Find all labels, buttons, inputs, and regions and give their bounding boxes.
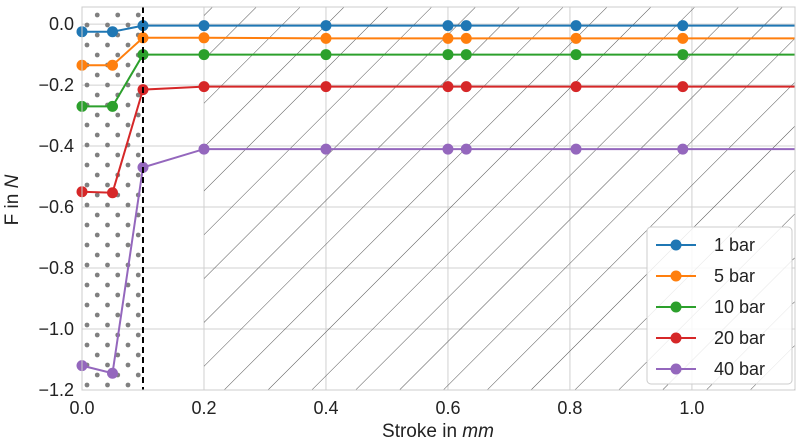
data-point [677, 143, 689, 155]
data-point [570, 49, 582, 61]
y-tick-label: −0.8 [38, 258, 74, 278]
legend-label: 20 bar [714, 328, 765, 348]
series-line-40-bar [81, 148, 795, 375]
data-point [570, 32, 582, 44]
legend-marker [670, 332, 682, 344]
data-point [198, 32, 210, 44]
data-point [570, 143, 582, 155]
legend-marker [670, 363, 682, 375]
legend-label: 10 bar [714, 297, 765, 317]
data-point [442, 20, 454, 32]
x-tick-label: 0.8 [557, 398, 582, 418]
y-tick-label: 0.0 [49, 14, 74, 34]
data-point [198, 49, 210, 61]
data-point [106, 26, 118, 38]
legend-box [646, 226, 793, 385]
data-point [460, 49, 472, 61]
legend-label: 40 bar [714, 359, 765, 379]
data-point [198, 20, 210, 32]
data-point [460, 81, 472, 93]
data-point [137, 49, 149, 61]
x-tick-label: 1.0 [679, 398, 704, 418]
data-point [106, 59, 118, 71]
data-point [137, 20, 149, 32]
data-point [106, 100, 118, 112]
data-point [677, 49, 689, 61]
data-point [442, 143, 454, 155]
x-tick-label: 0.6 [435, 398, 460, 418]
x-tick-label: 0.2 [191, 398, 216, 418]
data-point [442, 81, 454, 93]
data-point [320, 49, 332, 61]
data-point [677, 20, 689, 32]
data-point [320, 81, 332, 93]
data-point [442, 32, 454, 44]
data-point [106, 367, 118, 379]
legend-label: 5 bar [714, 266, 755, 286]
y-axis-label: F in N [2, 174, 23, 225]
x-tick-label: 0.0 [69, 398, 94, 418]
plot-frame [81, 6, 796, 391]
data-point [320, 20, 332, 32]
legend: 1 bar 5 bar 10 bar 20 bar 40 bar [646, 226, 793, 385]
data-point [677, 81, 689, 93]
y-tick-label: −0.6 [38, 197, 74, 217]
series-line-10-bar [82, 53, 795, 108]
data-point [198, 143, 210, 155]
series-line-20-bar [81, 85, 795, 194]
data-point [320, 32, 332, 44]
series-line-5-bar [82, 36, 795, 67]
legend-marker [670, 270, 682, 282]
data-point [570, 81, 582, 93]
legend-marker [670, 301, 682, 313]
data-point [198, 81, 210, 93]
y-tick-label: −1.0 [38, 319, 74, 339]
x-tick-label: 0.4 [313, 398, 338, 418]
data-point [106, 187, 118, 199]
legend-marker [670, 239, 682, 251]
series-line-1-bar [82, 24, 795, 33]
data-point [460, 32, 472, 44]
data-point [460, 20, 472, 32]
y-tick-label: −0.4 [38, 136, 74, 156]
data-point [442, 49, 454, 61]
axes: 0.0 0.2 0.4 0.6 0.8 1.0 0.0 −0.2 −0.4 −0.6 −0.8 −1.… [38, 6, 796, 418]
data-point [570, 20, 582, 32]
data-point [460, 143, 472, 155]
data-point [677, 32, 689, 44]
data-point [320, 143, 332, 155]
y-tick-label: −0.2 [38, 75, 74, 95]
y-tick-label: −1.2 [38, 380, 74, 400]
legend-label: 1 bar [714, 235, 755, 255]
x-axis-label: Stroke in mm [382, 421, 494, 442]
series-group [76, 20, 795, 379]
